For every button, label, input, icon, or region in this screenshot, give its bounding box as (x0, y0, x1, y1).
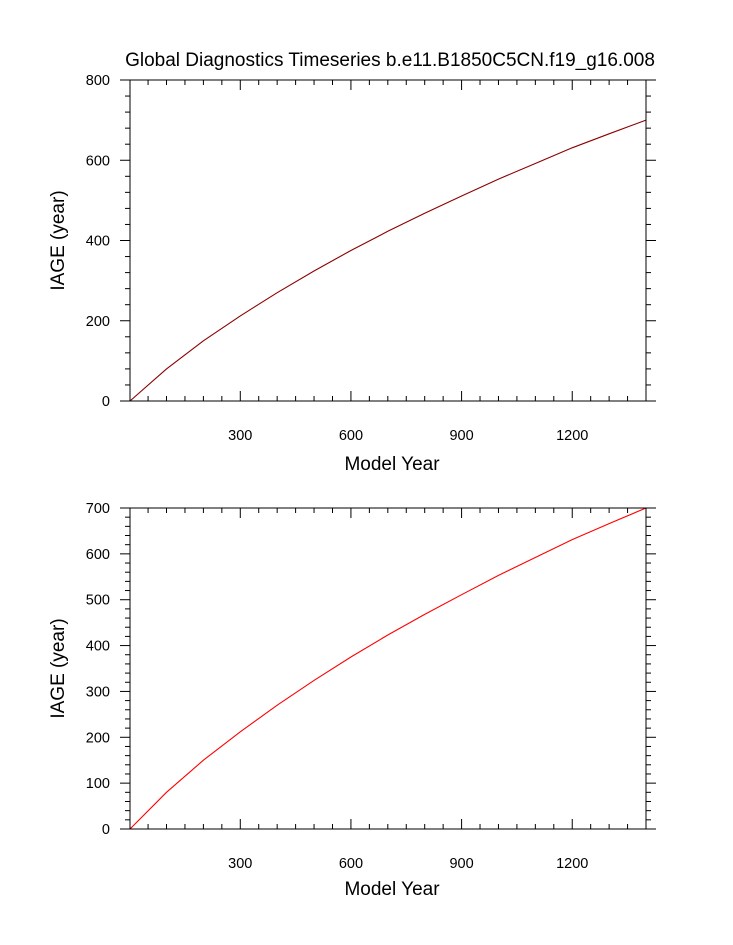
y-tick-label: 300 (86, 684, 110, 700)
x-tick-label: 1200 (556, 856, 588, 872)
series-line (129, 119, 647, 402)
top-panel: 300 600 900 1200 0 200 400 600 800 Model Year IAGE… (48, 73, 656, 475)
y-tick-label: 400 (86, 639, 110, 655)
x-axis-label: Model Year (344, 879, 440, 900)
y-tick-label: 600 (86, 153, 110, 169)
plot-frame (129, 507, 647, 830)
y-tick-label: 700 (86, 501, 110, 517)
y-tick-label: 800 (86, 73, 110, 89)
bottom-panel: 300 600 900 1200 0 100 200 300 400 500 600 700 Model… (48, 501, 656, 900)
x-tick-label: 300 (228, 856, 252, 872)
y-tick-label: 200 (86, 730, 110, 746)
x-tick-label: 600 (339, 428, 363, 444)
x-tick-label: 300 (228, 428, 252, 444)
x-tick-label: 600 (339, 856, 363, 872)
series-line (129, 507, 647, 830)
x-axis-label: Model Year (344, 454, 440, 475)
y-tick-label: 0 (102, 822, 110, 838)
plot-frame (129, 79, 647, 402)
y-tick-label: 500 (86, 593, 110, 609)
y-axis-label: IAGE (year) (48, 190, 69, 290)
y-tick-label: 600 (86, 547, 110, 563)
y-tick-label: 100 (86, 776, 110, 792)
y-axis-label: IAGE (year) (48, 618, 69, 718)
x-tick-label: 900 (449, 428, 473, 444)
x-tick-label: 1200 (556, 428, 588, 444)
y-tick-label: 0 (102, 394, 110, 410)
y-tick-label: 200 (86, 314, 110, 330)
chart-title: Global Diagnostics Timeseries b.e11.B185… (125, 50, 655, 71)
y-tick-label: 400 (86, 234, 110, 250)
x-tick-label: 900 (449, 856, 473, 872)
